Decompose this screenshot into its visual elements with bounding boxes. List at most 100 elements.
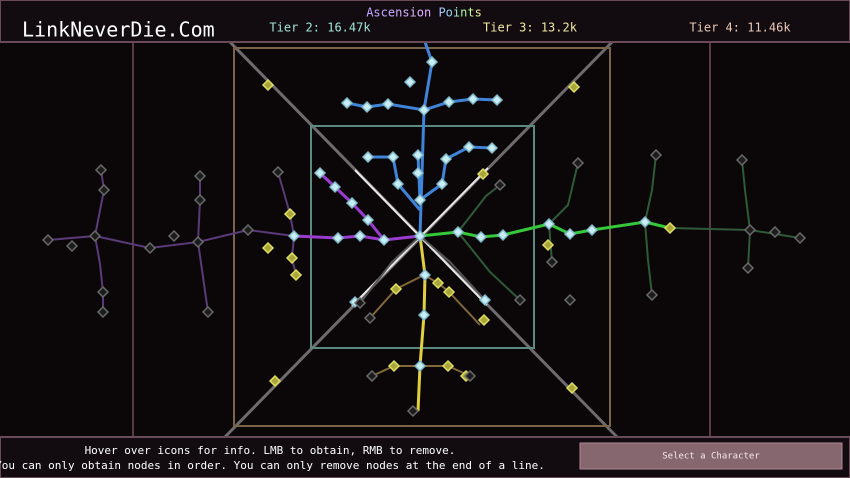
node: [542, 217, 556, 231]
select-character-button[interactable]: Select a Character: [579, 442, 843, 470]
branch: [47, 228, 295, 250]
tier-2: Tier 2: 16.47k: [269, 21, 371, 35]
node: [413, 359, 427, 373]
node: [413, 229, 427, 243]
node: [565, 381, 579, 395]
node: [462, 140, 476, 154]
node: [441, 359, 455, 373]
node: [476, 167, 490, 181]
node: [545, 255, 559, 269]
node: [463, 369, 477, 383]
top-bar: [0, 0, 850, 43]
node: [493, 178, 507, 192]
node: [285, 251, 299, 265]
outer-frame: [233, 47, 611, 427]
button-label[interactable]: Select a Character: [662, 452, 760, 462]
node: [496, 228, 510, 242]
node: [411, 166, 425, 180]
branch: [419, 235, 486, 301]
node: [768, 225, 782, 239]
node: [386, 150, 400, 164]
node: [387, 359, 401, 373]
instruction: You can only obtain nodes in order. You …: [0, 459, 545, 472]
node: [241, 223, 255, 237]
node: [425, 55, 439, 69]
node: [638, 215, 652, 229]
node: [477, 313, 491, 327]
node: [411, 148, 425, 162]
node: [261, 241, 275, 255]
node: [389, 282, 403, 296]
node: [363, 311, 377, 325]
node: [478, 293, 492, 307]
node: [442, 95, 456, 109]
node: [287, 229, 301, 243]
node: [474, 230, 488, 244]
node: [377, 233, 391, 247]
node: [413, 193, 427, 207]
node: [94, 163, 108, 177]
branch: [423, 274, 481, 326]
button-bg[interactable]: [579, 442, 843, 470]
node: [513, 293, 527, 307]
instruction: Hover over icons for info. LMB to obtain…: [85, 444, 456, 457]
branch: [359, 235, 421, 304]
node: [541, 238, 555, 252]
node: [41, 233, 55, 247]
node: [403, 75, 417, 89]
node: [345, 196, 359, 210]
tier-4: Tier 4: 11.46k: [689, 21, 791, 35]
node: [571, 156, 585, 170]
node: [391, 177, 405, 191]
title: Ascension Points: [366, 6, 482, 20]
branch: [457, 231, 521, 301]
branch: [457, 184, 501, 233]
node: [418, 268, 432, 282]
branch: [197, 241, 209, 313]
node: [451, 225, 465, 239]
node: [361, 213, 375, 227]
node: [96, 305, 110, 319]
skill-tree: [41, 38, 807, 440]
node: [261, 78, 275, 92]
node: [406, 404, 420, 418]
node: [353, 296, 367, 310]
branch: [741, 159, 751, 231]
node: [193, 169, 207, 183]
node: [417, 103, 431, 117]
node: [381, 97, 395, 111]
node: [741, 261, 755, 275]
node: [201, 305, 215, 319]
node: [340, 96, 354, 110]
node: [735, 153, 749, 167]
node: [563, 227, 577, 241]
node: [485, 141, 499, 155]
node: [271, 165, 285, 179]
node: [663, 221, 677, 235]
node: [567, 80, 581, 94]
branch: [644, 221, 653, 296]
node: [563, 293, 577, 307]
node: [439, 152, 453, 166]
node: [490, 93, 504, 107]
node: [167, 229, 181, 243]
branch: [368, 155, 422, 211]
node: [365, 369, 379, 383]
node: [585, 223, 599, 237]
node: [353, 229, 367, 243]
node: [143, 241, 157, 255]
node: [417, 308, 431, 322]
node: [331, 231, 345, 245]
node: [289, 268, 303, 282]
node: [466, 92, 480, 106]
node: [431, 276, 445, 290]
node: [65, 239, 79, 253]
watermark: LinkNeverDie.Com: [22, 18, 215, 42]
node: [649, 148, 663, 162]
node: [283, 207, 297, 221]
node: [743, 223, 757, 237]
node: [435, 177, 449, 191]
node: [328, 180, 342, 194]
node: [793, 231, 807, 245]
